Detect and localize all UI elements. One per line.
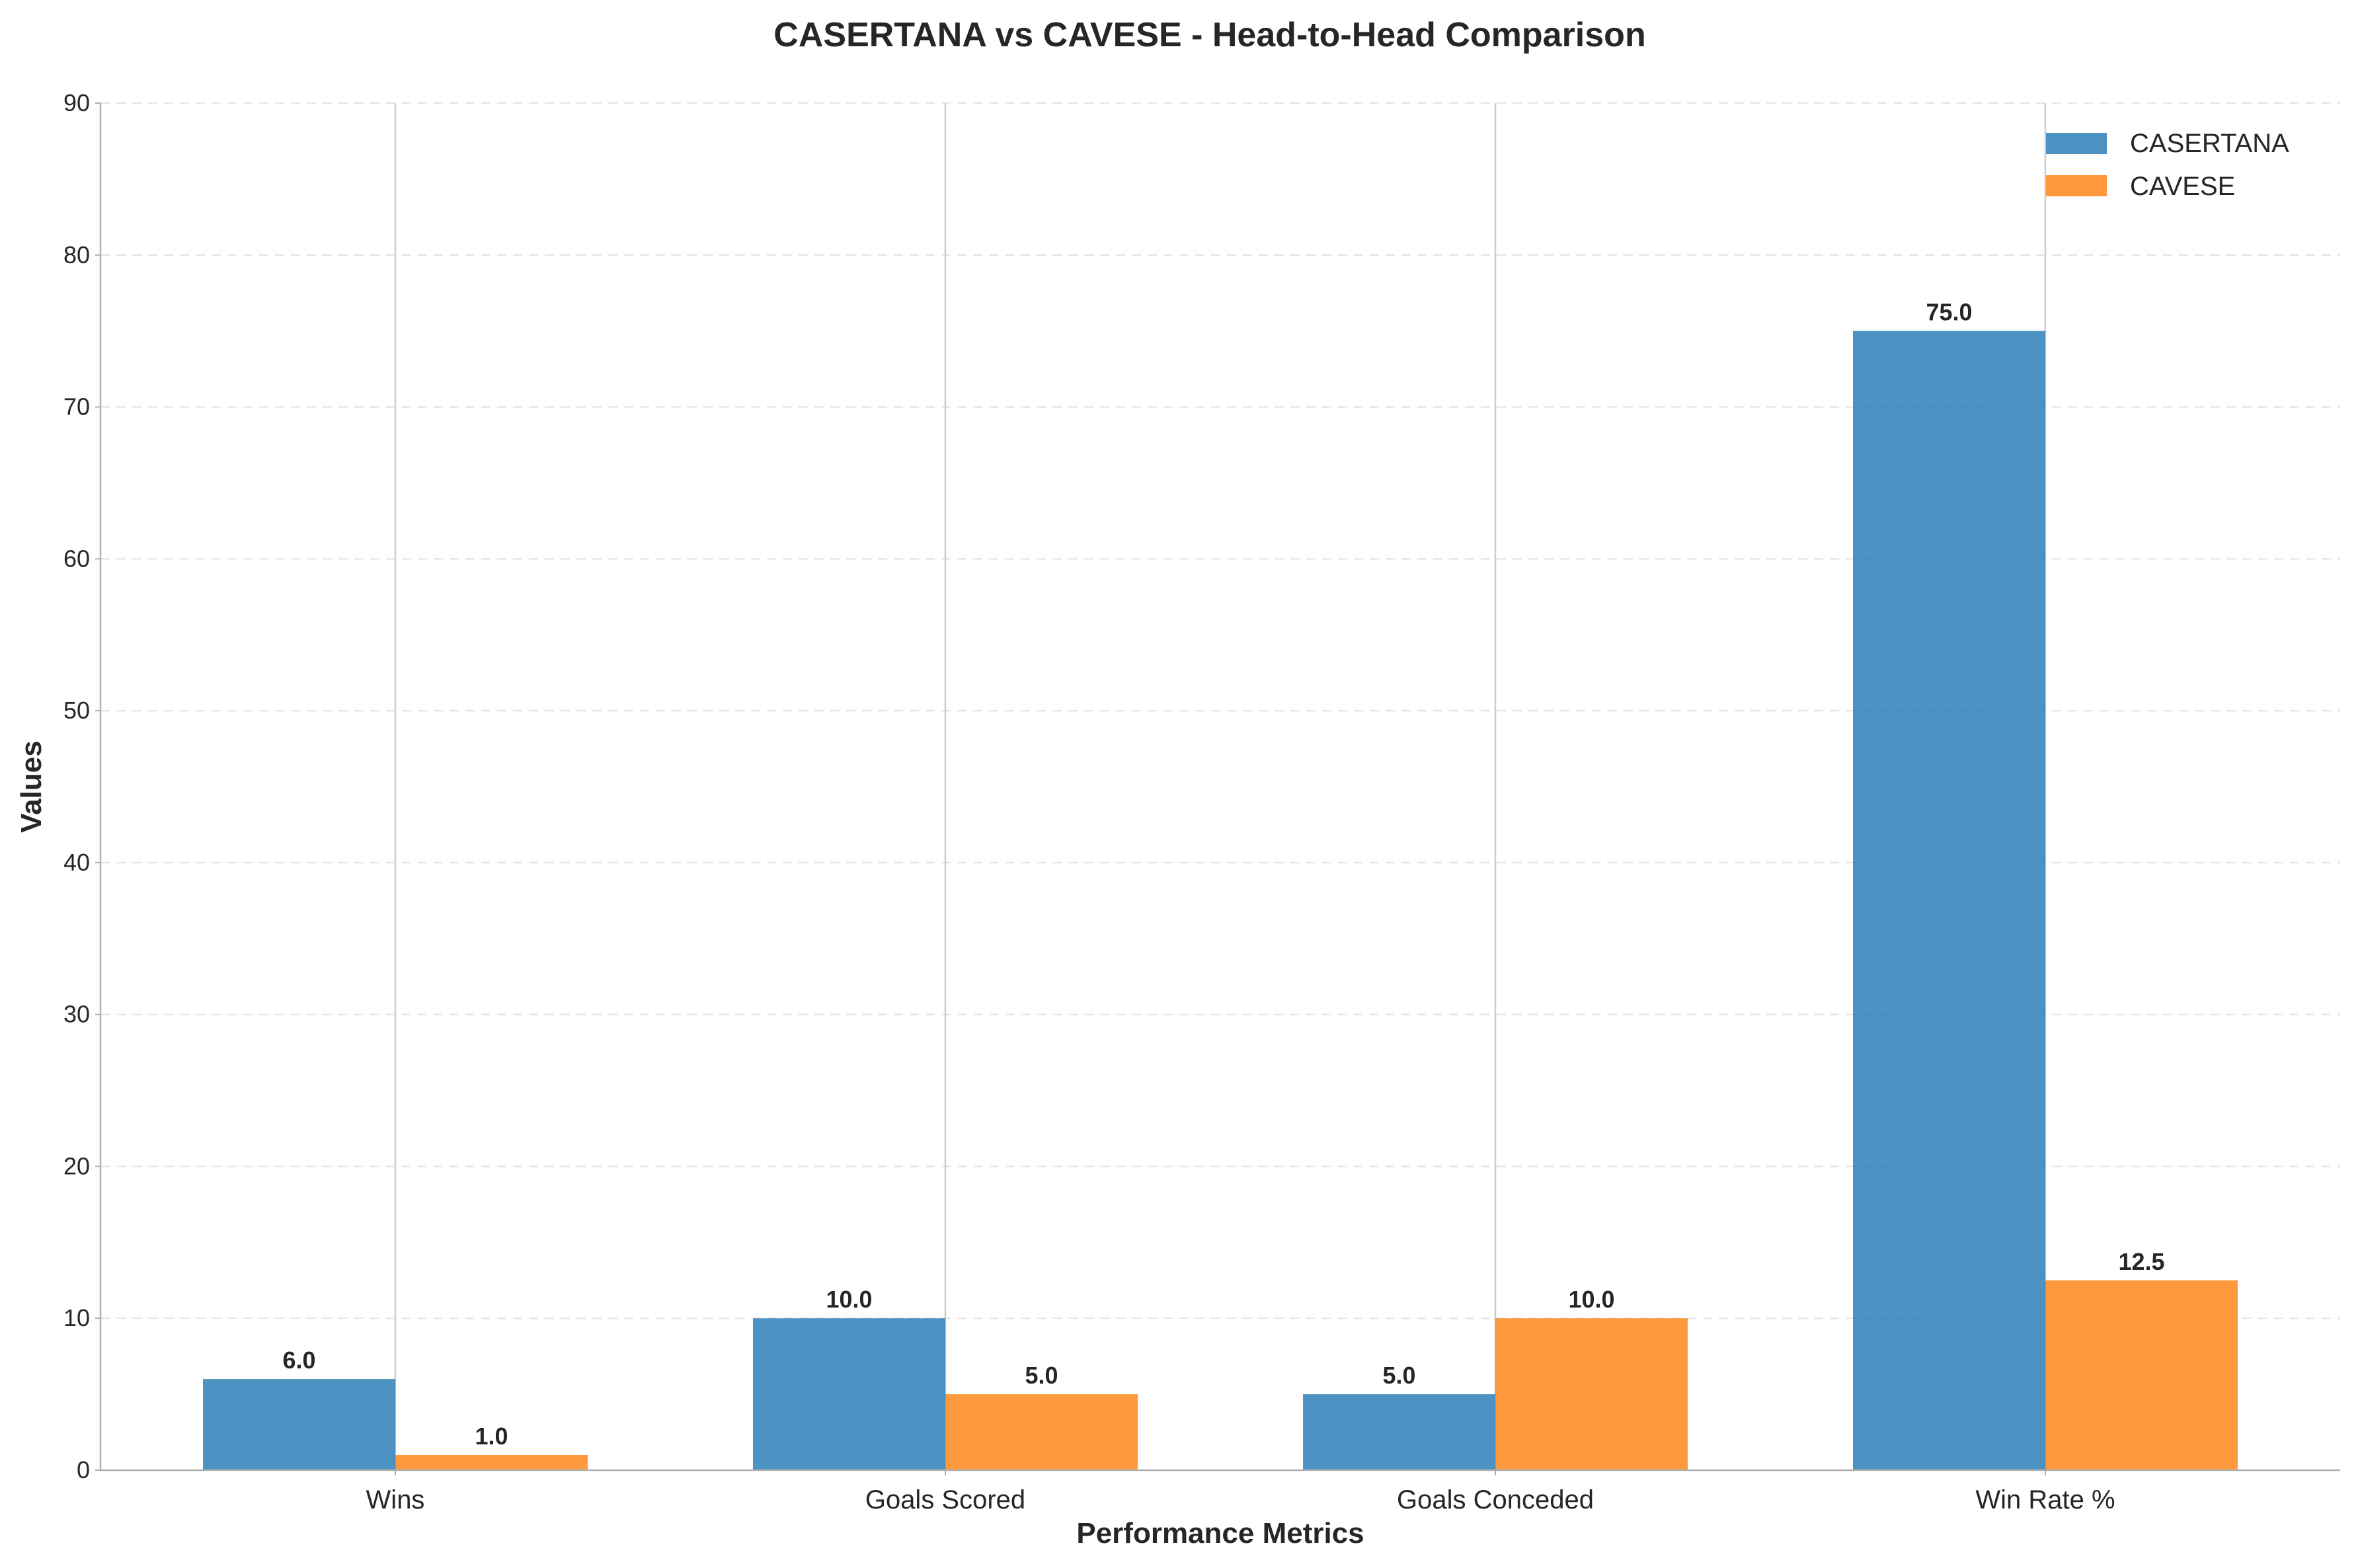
- data-label-cavese-1: 5.0: [1025, 1362, 1058, 1389]
- x-tick-label: Wins: [366, 1485, 425, 1514]
- bar-cavese-2: [1495, 1318, 1688, 1470]
- data-label-cavese-2: 10.0: [1568, 1286, 1614, 1313]
- legend-label-cavese: CAVESE: [2130, 172, 2235, 201]
- bar-cavese-0: [395, 1455, 588, 1470]
- chart-title: CASERTANA vs CAVESE - Head-to-Head Compa…: [773, 16, 1645, 54]
- legend-swatch-cavese: [2046, 175, 2107, 196]
- x-tick-label: Win Rate %: [1975, 1485, 2115, 1514]
- data-label-casertana-0: 6.0: [282, 1347, 315, 1374]
- data-label-casertana-3: 75.0: [1926, 299, 1972, 326]
- y-tick-label: 40: [63, 849, 90, 876]
- data-label-cavese-3: 12.5: [2118, 1248, 2164, 1275]
- data-label-cavese-0: 1.0: [475, 1423, 508, 1450]
- legend-label-casertana: CASERTANA: [2130, 129, 2289, 158]
- y-tick-label: 20: [63, 1152, 90, 1179]
- y-tick-labels: 0 10 20 30 40 50 60 70 80 90: [63, 89, 100, 1483]
- bar-casertana-1: [753, 1318, 945, 1470]
- bar-cavese-3: [2045, 1280, 2238, 1470]
- y-tick-label: 90: [63, 89, 90, 116]
- y-axis-label: Values: [15, 740, 48, 832]
- y-tick-label: 10: [63, 1304, 90, 1331]
- data-label-casertana-2: 5.0: [1382, 1362, 1415, 1389]
- bar-casertana-3: [1853, 331, 2045, 1471]
- bar-casertana-2: [1303, 1394, 1495, 1470]
- x-axis-label: Performance Metrics: [1076, 1517, 1364, 1549]
- bars: [203, 331, 2238, 1471]
- y-tick-label: 60: [63, 545, 90, 572]
- x-tick-label: Goals Conceded: [1397, 1485, 1594, 1514]
- category-vertical-lines: [394, 103, 2047, 1470]
- data-label-casertana-1: 10.0: [826, 1286, 872, 1313]
- grid: [100, 102, 2340, 1319]
- data-labels: 6.0 1.0 10.0 5.0 5.0 10.0 75.0 12.5: [282, 299, 2164, 1450]
- axes: [99, 103, 2340, 1471]
- legend-swatch-casertana: [2046, 133, 2107, 154]
- y-tick-label: 80: [63, 241, 90, 268]
- y-tick-label: 0: [77, 1456, 90, 1483]
- legend: CASERTANA CAVESE: [2046, 129, 2289, 201]
- bar-cavese-1: [945, 1394, 1138, 1470]
- y-tick-label: 50: [63, 697, 90, 724]
- y-tick-label: 30: [63, 1001, 90, 1028]
- y-tick-label: 70: [63, 393, 90, 420]
- bar-casertana-0: [203, 1379, 395, 1470]
- x-tick-labels: Wins Goals Scored Goals Conceded Win Rate %: [366, 1470, 2115, 1514]
- x-tick-label: Goals Scored: [865, 1485, 1025, 1514]
